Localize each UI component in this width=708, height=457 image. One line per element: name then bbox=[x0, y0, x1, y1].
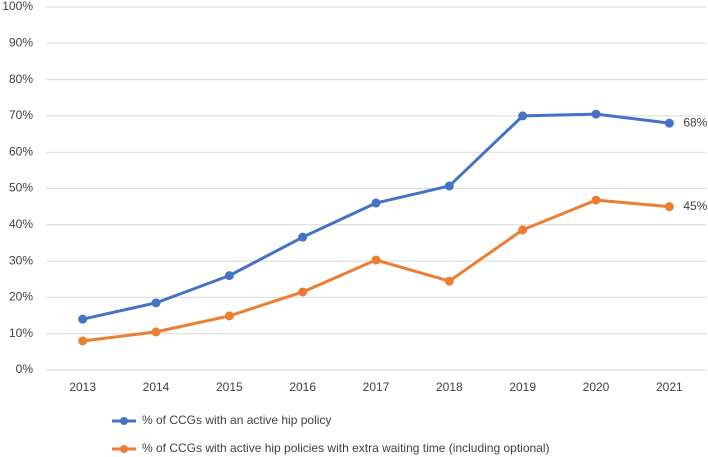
data-label: 45% bbox=[683, 199, 707, 213]
y-tick-label: 30% bbox=[9, 253, 33, 267]
x-tick-label: 2014 bbox=[143, 380, 170, 394]
point-marker bbox=[224, 271, 234, 281]
point-marker bbox=[591, 195, 601, 205]
point-marker bbox=[151, 298, 161, 308]
point-marker bbox=[151, 327, 161, 337]
y-tick-label: 10% bbox=[9, 326, 33, 340]
series-line bbox=[82, 112, 670, 321]
point-marker bbox=[78, 314, 88, 324]
point-marker bbox=[298, 287, 308, 297]
x-tick-label: 2021 bbox=[656, 380, 683, 394]
y-tick-label: 60% bbox=[9, 144, 33, 158]
point-marker bbox=[444, 181, 454, 191]
point-marker bbox=[518, 111, 528, 121]
point-marker bbox=[371, 198, 381, 208]
series-line bbox=[82, 198, 670, 343]
point-marker bbox=[78, 336, 88, 346]
legend-label: % of CCGs with an active hip policy bbox=[142, 413, 331, 427]
x-tick-label: 2013 bbox=[69, 380, 96, 394]
y-tick-label: 0% bbox=[16, 362, 34, 376]
legend-label: % of CCGs with active hip policies with … bbox=[142, 441, 550, 455]
y-tick-label: 20% bbox=[9, 290, 33, 304]
point-marker bbox=[224, 311, 234, 321]
y-tick-label: 40% bbox=[9, 217, 33, 231]
legend-marker bbox=[120, 417, 128, 425]
point-marker bbox=[664, 202, 674, 212]
x-tick-label: 2020 bbox=[583, 380, 610, 394]
point-marker bbox=[371, 255, 381, 265]
y-tick-label: 80% bbox=[9, 72, 33, 86]
point-marker bbox=[298, 232, 308, 242]
x-tick-label: 2019 bbox=[509, 380, 536, 394]
point-marker bbox=[518, 225, 528, 235]
y-tick-label: 100% bbox=[2, 0, 33, 13]
point-marker bbox=[444, 276, 454, 286]
y-tick-label: 90% bbox=[9, 35, 33, 49]
legend-marker bbox=[120, 445, 128, 453]
data-label: 68% bbox=[683, 115, 707, 129]
x-tick-label: 2015 bbox=[216, 380, 243, 394]
y-tick-label: 50% bbox=[9, 181, 33, 195]
x-tick-label: 2017 bbox=[363, 380, 390, 394]
x-tick-label: 2018 bbox=[436, 380, 463, 394]
point-marker bbox=[664, 118, 674, 128]
y-tick-label: 70% bbox=[9, 108, 33, 122]
x-tick-label: 2016 bbox=[289, 380, 316, 394]
point-marker bbox=[591, 109, 601, 119]
